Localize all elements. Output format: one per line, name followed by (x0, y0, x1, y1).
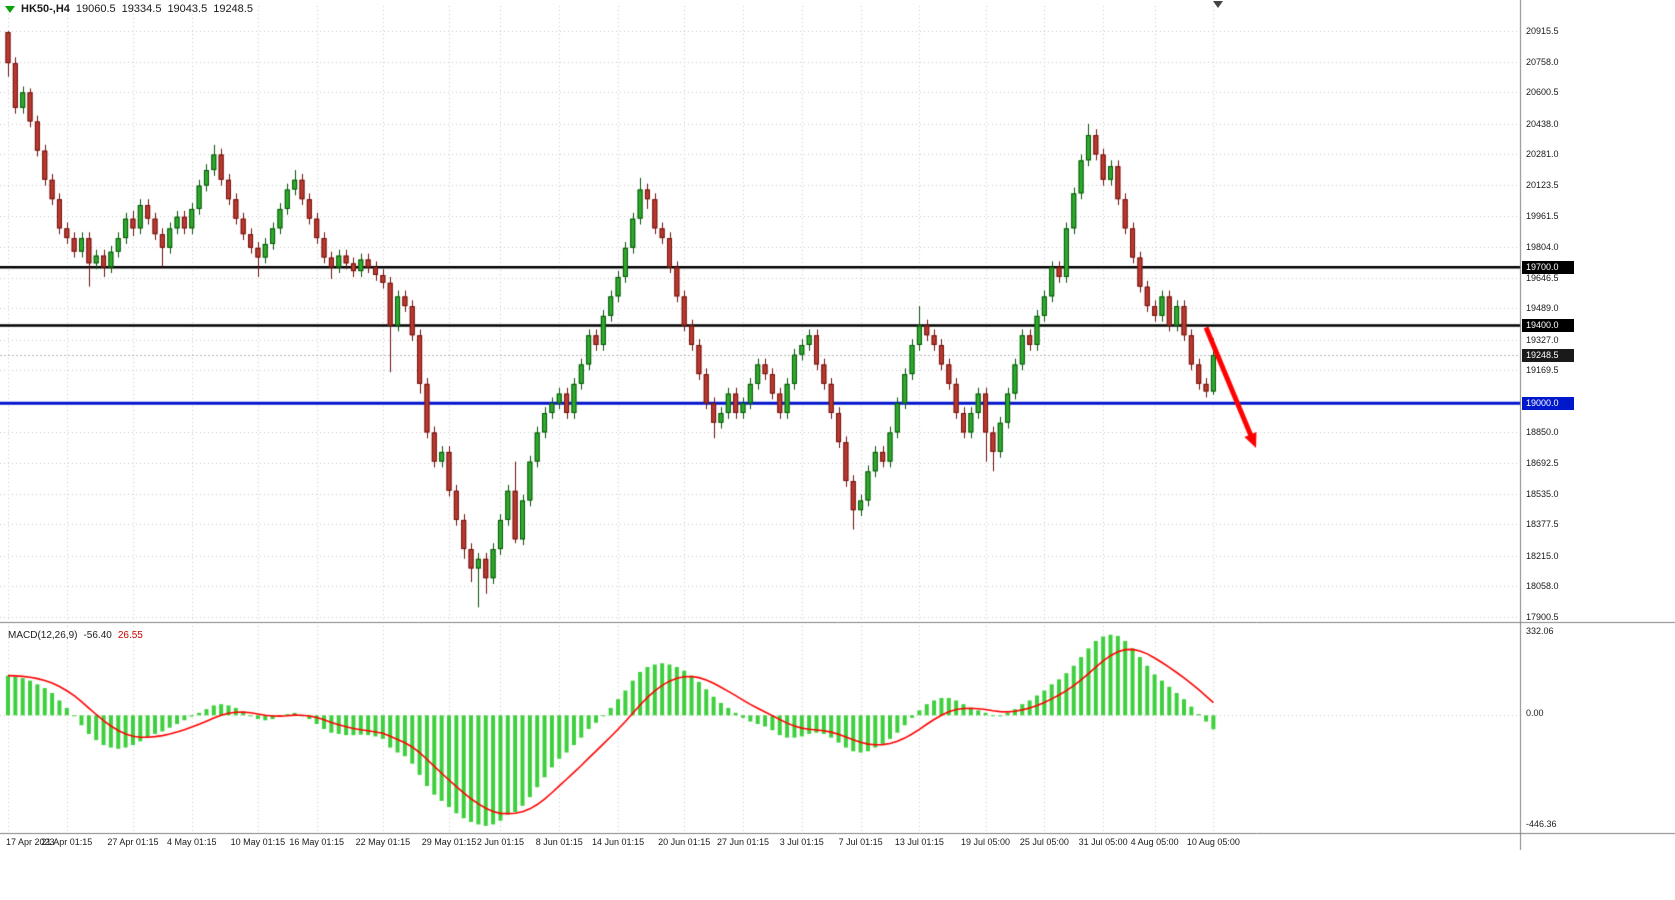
price-axis-label: 18692.5 (1526, 458, 1559, 469)
macd-indicator-label: MACD(12,26,9) -56.40 26.55 (8, 630, 143, 641)
price-axis-label: 18215.0 (1526, 550, 1559, 561)
date-axis-label: 27 Jun 01:15 (716, 837, 770, 847)
price-axis-label: 20600.5 (1526, 87, 1559, 98)
price-axis-label: 18850.0 (1526, 427, 1559, 438)
date-axis-label: 22 May 01:15 (355, 837, 411, 847)
macd-axis-min-label: -446.36 (1526, 819, 1557, 829)
date-axis-label: 10 May 01:15 (230, 837, 286, 847)
date-axis-label: 4 Aug 05:00 (1130, 837, 1179, 847)
price-axis-label: 20438.0 (1526, 118, 1559, 129)
price-axis-label: 20281.0 (1526, 149, 1559, 160)
date-axis-label: 14 Jun 01:15 (592, 837, 645, 847)
bar-open-value: 19060.5 (75, 3, 116, 15)
price-axis-label: 19169.5 (1526, 365, 1559, 376)
date-axis-label: 3 Jul 01:15 (779, 837, 824, 847)
price-axis-label: 19961.5 (1526, 211, 1559, 222)
date-axis-label: 29 May 01:15 (421, 837, 477, 847)
price-axis-label: 19327.0 (1526, 334, 1559, 345)
price-level-badge: 19248.5 (1522, 348, 1574, 362)
date-axis-label: 8 Jun 01:15 (535, 837, 583, 847)
date-axis-label: 17 Apr 2023 (6, 837, 55, 847)
price-axis-label: 19646.5 (1526, 272, 1559, 283)
bar-close-value: 19248.5 (213, 3, 253, 15)
symbol-triangle-icon (5, 5, 15, 13)
date-axis-label: 21 Apr 01:15 (41, 837, 93, 847)
price-axis-label: 17900.5 (1526, 612, 1559, 622)
macd-axis-max-label: 332.06 (1526, 626, 1554, 636)
price-axis-label: 18377.5 (1526, 519, 1559, 530)
price-axis-label: 19804.0 (1526, 242, 1559, 253)
symbol-timeframe-label: HK50-,H4 (21, 3, 70, 15)
price-axis-label: 18535.0 (1526, 488, 1559, 499)
bar-low-value: 19043.5 (167, 3, 208, 15)
date-axis-label: 13 Jul 01:15 (894, 837, 944, 847)
date-axis-label: 19 Jul 05:00 (961, 837, 1011, 847)
chart-shift-marker-icon (1213, 1, 1223, 8)
date-axis-label: 4 May 01:15 (166, 837, 217, 847)
chart-ohlc-header: HK50-,H4 19060.5 19334.5 19043.5 19248.5 (5, 3, 253, 15)
price-level-badge: 19400.0 (1522, 319, 1574, 333)
macd-axis-zero-label: 0.00 (1526, 708, 1544, 718)
price-level-badge: 19700.0 (1522, 260, 1574, 274)
macd-main-value: -56.40 (83, 630, 112, 641)
price-axis-label: 20758.0 (1526, 56, 1559, 67)
date-axis-label: 7 Jul 01:15 (838, 837, 883, 847)
price-axis-label: 20915.5 (1526, 26, 1559, 36)
date-axis-label: 10 Aug 05:00 (1186, 837, 1240, 847)
macd-signal-value: 26.55 (117, 630, 143, 641)
date-axis-label: 27 Apr 01:15 (107, 837, 159, 847)
price-axis-label: 19489.0 (1526, 303, 1559, 314)
date-axis-label: 2 Jun 01:15 (476, 837, 524, 847)
bar-high-value: 19334.5 (121, 3, 162, 15)
price-level-badge: 19000.0 (1522, 396, 1574, 410)
date-axis-label: 25 Jul 05:00 (1019, 837, 1069, 847)
macd-name: MACD(12,26,9) (8, 630, 78, 641)
date-axis-label: 31 Jul 05:00 (1078, 837, 1128, 847)
date-axis-label: 20 Jun 01:15 (658, 837, 711, 847)
price-axis-label: 18058.0 (1526, 581, 1559, 592)
price-axis-label: 20123.5 (1526, 179, 1559, 190)
date-axis-label: 16 May 01:15 (289, 837, 344, 847)
